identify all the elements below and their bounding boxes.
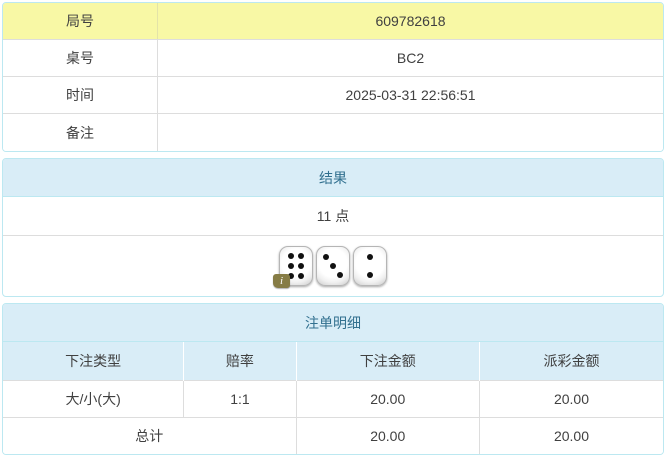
die-pip [298, 252, 305, 259]
die-face-2 [353, 246, 387, 286]
table-row: 桌号 BC2 [3, 40, 663, 77]
die-pip [298, 273, 305, 280]
bet-table-header-row: 下注类型 赔率 下注金额 派彩金额 [3, 342, 663, 380]
table-row: 大/小(大) 1:1 20.00 20.00 [3, 379, 663, 417]
payout-amount-cell: 20.00 [478, 379, 663, 417]
bet-amount-cell: 20.00 [295, 379, 480, 417]
die-pip [322, 254, 329, 261]
table-number-value: BC2 [396, 50, 425, 66]
column-header-bet-type: 下注类型 [3, 342, 184, 380]
total-row: 总计 20.00 20.00 [3, 416, 663, 454]
die-pip [367, 271, 373, 278]
die-pip [367, 254, 373, 261]
dice-result: i [3, 236, 663, 296]
table-row: 局号 609782618 [3, 3, 663, 40]
remark-value [158, 114, 663, 151]
bet-type-cell: 大/小(大) [3, 379, 184, 417]
time-label: 时间 [3, 77, 158, 113]
bet-table: 下注类型 赔率 下注金额 派彩金额 大/小(大) 1:1 20.00 20.00… [3, 342, 663, 454]
round-info-panel: 局号 609782618 桌号 BC2 时间 2025-03-31 22:56:… [2, 2, 664, 152]
die-pip [287, 263, 294, 269]
bet-detail-panel: 注单明细 下注类型 赔率 下注金额 派彩金额 大/小(大) 1:1 20.00 … [2, 303, 664, 455]
die-pip [287, 273, 294, 280]
table-number-label: 桌号 [3, 40, 158, 76]
table-row: 时间 2025-03-31 22:56:51 [3, 77, 663, 114]
die-pip [337, 271, 344, 278]
die-pip [287, 252, 294, 259]
column-header-odds: 赔率 [183, 342, 297, 380]
table-row: 备注 [3, 114, 663, 151]
info-badge-icon[interactable]: i [273, 274, 291, 288]
total-label: 总计 [3, 416, 297, 454]
total-bet-amount: 20.00 [295, 416, 480, 454]
column-header-bet-amount: 下注金额 [295, 342, 480, 380]
result-points: 11 点 [3, 197, 663, 236]
odds-cell: 1:1 [183, 379, 297, 417]
die-pip [298, 263, 305, 269]
total-payout-amount: 20.00 [478, 416, 663, 454]
remark-label: 备注 [3, 114, 158, 151]
round-number-value: 609782618 [375, 13, 446, 29]
result-panel-title: 结果 [3, 159, 663, 197]
result-panel: 结果 11 点 i [2, 158, 664, 297]
die-pip [330, 263, 336, 269]
die-face-3 [316, 246, 350, 286]
die-face-6: i [273, 246, 313, 288]
time-value: 2025-03-31 22:56:51 [345, 87, 476, 103]
column-header-payout-amount: 派彩金额 [478, 342, 663, 380]
bet-panel-title: 注单明细 [3, 304, 663, 342]
round-number-label: 局号 [3, 3, 158, 39]
